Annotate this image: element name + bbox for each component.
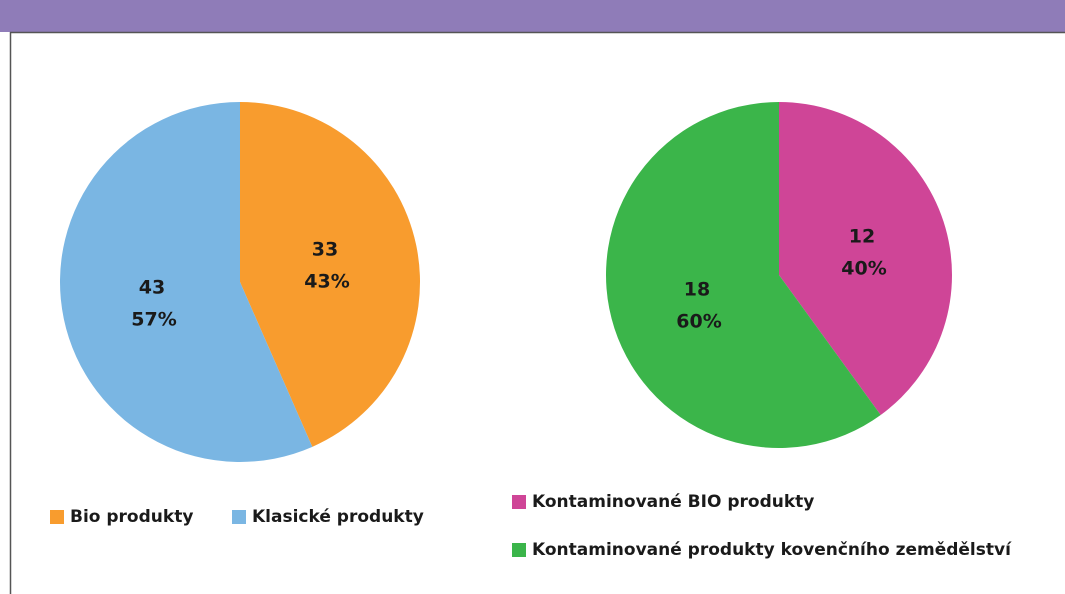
percent-label: 43% bbox=[304, 271, 349, 293]
percent-label: 40% bbox=[841, 258, 886, 280]
data-label: 43 bbox=[139, 277, 165, 299]
legend-swatch bbox=[232, 510, 246, 524]
data-label: 33 bbox=[312, 239, 338, 261]
percent-label: 60% bbox=[676, 311, 721, 333]
legend-label: Kontaminované produkty kovenčního zemědě… bbox=[532, 540, 1012, 560]
pie-slice bbox=[779, 102, 952, 415]
percent-label: 57% bbox=[131, 309, 176, 331]
data-label: 12 bbox=[849, 226, 875, 248]
legend-swatch bbox=[512, 543, 526, 557]
pie-slice bbox=[240, 102, 421, 447]
legend-label: Klasické produkty bbox=[252, 507, 424, 527]
legend-label: Kontaminované BIO produkty bbox=[532, 492, 814, 512]
legend-swatch bbox=[512, 495, 526, 509]
legend-swatch bbox=[50, 510, 64, 524]
data-label: 18 bbox=[684, 279, 710, 301]
pie-slice bbox=[605, 102, 881, 449]
header-bar bbox=[0, 0, 1065, 32]
legend-label: Bio produkty bbox=[70, 507, 193, 527]
pie-slice bbox=[59, 102, 313, 462]
